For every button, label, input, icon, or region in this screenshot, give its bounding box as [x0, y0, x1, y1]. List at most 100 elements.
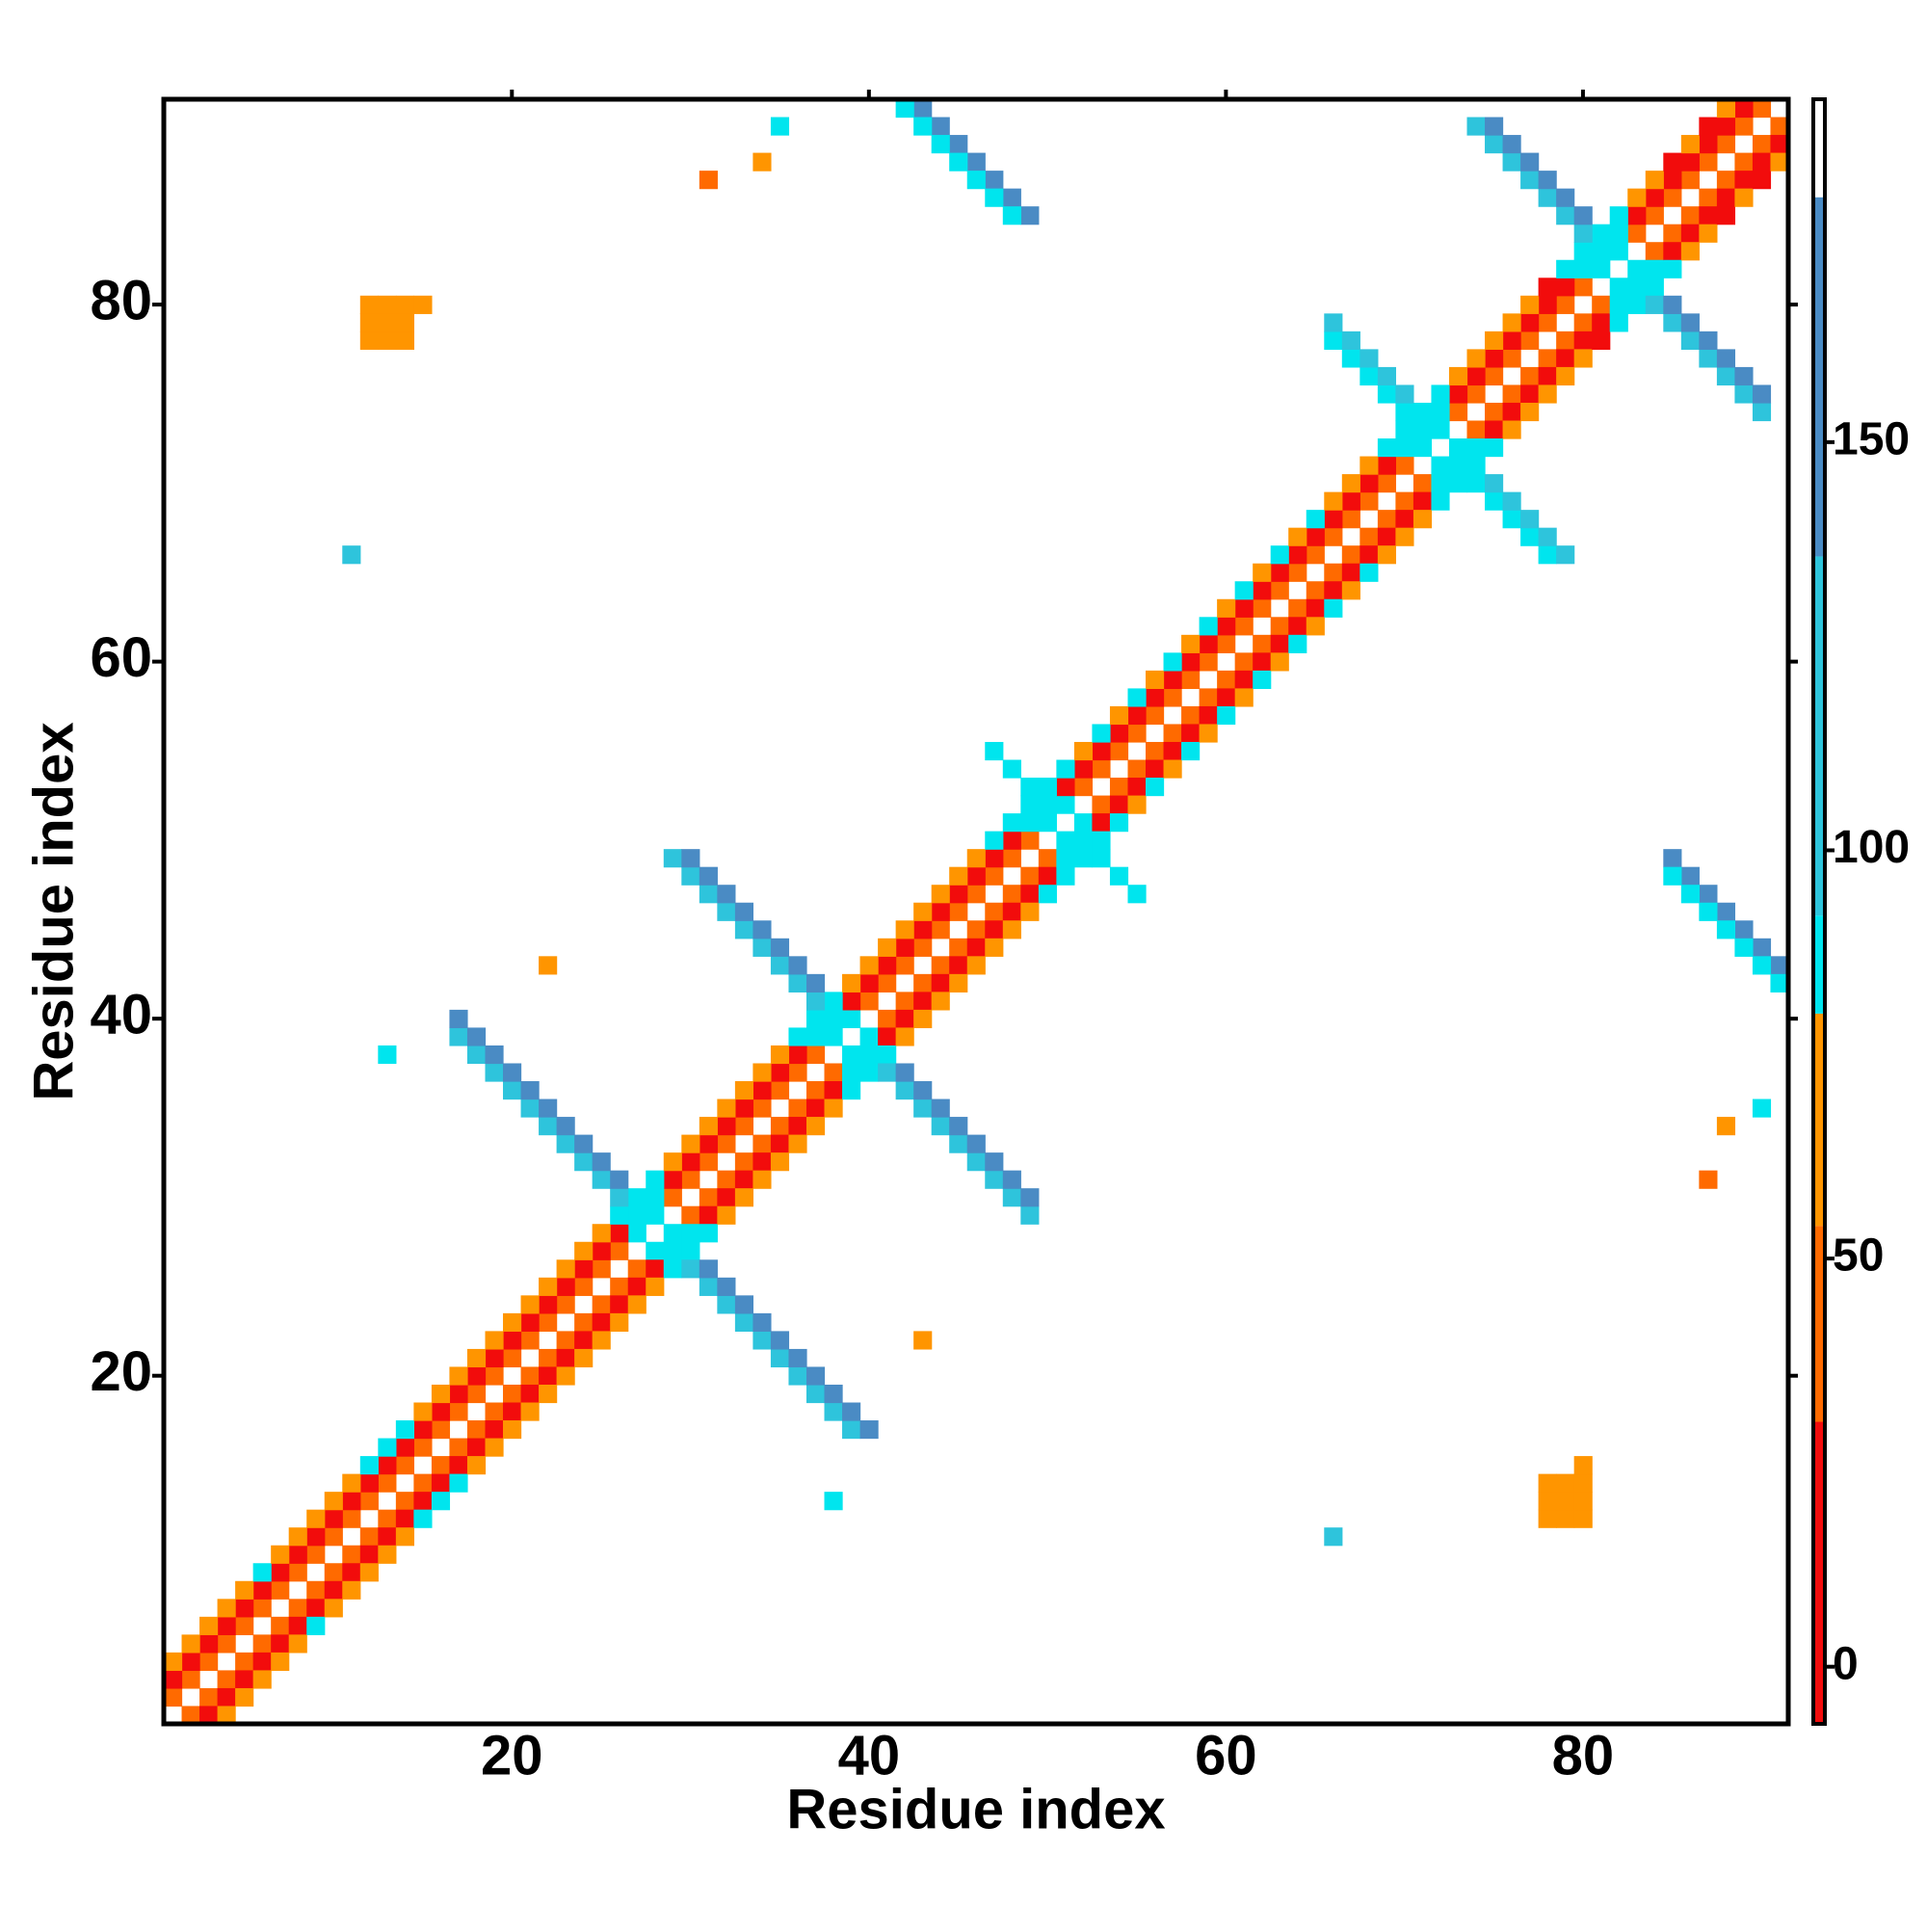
heatmap-cell [734, 1098, 754, 1118]
heatmap-cell [378, 1527, 397, 1547]
heatmap-cell [342, 1563, 361, 1582]
heatmap-cell [1752, 99, 1772, 119]
heatmap-cell [1181, 724, 1201, 743]
heatmap-cell [1217, 634, 1236, 653]
heatmap-cell [449, 1027, 468, 1046]
heatmap-cell [1038, 866, 1057, 886]
heatmap-cell [1234, 688, 1254, 707]
heatmap-cell [1556, 1509, 1575, 1528]
heatmap-cell [824, 1009, 843, 1029]
heatmap-cell [324, 1492, 343, 1511]
heatmap-cell [1609, 278, 1628, 297]
heatmap-cell [1146, 688, 1165, 707]
heatmap-cell [1520, 527, 1540, 546]
colorbar-bin [1813, 99, 1825, 198]
heatmap-cell [485, 1402, 504, 1421]
heatmap-cell [1146, 778, 1165, 797]
heatmap-cell [181, 1706, 200, 1725]
heatmap-cell [1270, 581, 1289, 600]
heatmap-cell [1377, 456, 1396, 475]
heatmap-cell [1645, 278, 1664, 297]
heatmap-cell [1609, 224, 1628, 243]
heatmap-cell [520, 1081, 540, 1100]
heatmap-cell [1680, 224, 1700, 243]
heatmap-cell [752, 1063, 772, 1082]
heatmap-cell [556, 1295, 575, 1314]
x-tick-label: 40 [838, 1724, 901, 1786]
heatmap-cell [913, 920, 933, 940]
heatmap-cell [931, 1117, 950, 1136]
heatmap-cell [1538, 527, 1557, 546]
heatmap-cell [1485, 438, 1504, 458]
heatmap-cell [878, 1063, 897, 1082]
heatmap-cell [539, 1277, 558, 1296]
heatmap-cell [1092, 831, 1111, 850]
heatmap-cell [859, 1420, 879, 1440]
heatmap-cell [1199, 634, 1218, 653]
heatmap-cell [610, 1277, 629, 1296]
heatmap-cell [1234, 598, 1254, 618]
heatmap-cell [1680, 152, 1700, 172]
x-tick-label: 20 [481, 1724, 543, 1786]
heatmap-cell [770, 1117, 790, 1136]
heatmap-cell [717, 1134, 736, 1153]
heatmap-cell [252, 1670, 272, 1689]
heatmap-cell [1217, 598, 1236, 618]
heatmap-cell [1752, 402, 1772, 422]
heatmap-cell [466, 1438, 487, 1457]
heatmap-cell [878, 1027, 897, 1046]
heatmap-cell [235, 1616, 254, 1635]
heatmap-cell [949, 973, 968, 992]
heatmap-cell [734, 920, 754, 940]
heatmap-cell [1217, 617, 1236, 636]
heatmap-cell [913, 1081, 933, 1100]
heatmap-cell [770, 1045, 790, 1065]
heatmap-cell [359, 1492, 379, 1511]
heatmap-cell [1092, 741, 1111, 761]
heatmap-cell [610, 1295, 629, 1314]
heatmap-cell [949, 956, 968, 975]
heatmap-cell [1770, 973, 1789, 992]
heatmap-cell [1699, 135, 1718, 154]
heatmap-cell [1502, 152, 1521, 172]
heatmap-cell [699, 1205, 718, 1225]
heatmap-cell [413, 1509, 433, 1528]
heatmap-cell [1038, 795, 1057, 814]
heatmap-cell [646, 1170, 665, 1189]
heatmap-cell [1752, 956, 1772, 975]
heatmap-cell [1520, 331, 1540, 350]
heatmap-cell [378, 1545, 397, 1564]
heatmap-cell [1163, 759, 1182, 779]
heatmap-cell [1038, 813, 1057, 833]
heatmap-cell [949, 1117, 968, 1136]
heatmap-cell [1217, 670, 1236, 690]
heatmap-cell [1324, 491, 1343, 511]
heatmap-cell [1752, 938, 1772, 957]
heatmap-cell [164, 1670, 183, 1689]
heatmap-cell [788, 1027, 807, 1046]
heatmap-cell [1627, 224, 1647, 243]
heatmap-cell [1663, 313, 1682, 332]
heatmap-cell [663, 1170, 682, 1189]
heatmap-cell [1609, 295, 1628, 314]
heatmap-cell [1109, 705, 1129, 726]
heatmap-cell [752, 938, 772, 957]
heatmap-cell [1699, 902, 1718, 921]
heatmap-cell [1163, 741, 1182, 761]
heatmap-cell [699, 885, 718, 904]
heatmap-cell [1485, 474, 1504, 493]
heatmap-cell [359, 331, 379, 350]
heatmap-cell [324, 1563, 343, 1582]
heatmap-cell [1485, 135, 1504, 154]
heatmap-cell [1181, 705, 1201, 726]
heatmap-cell [1073, 741, 1094, 761]
heatmap-cell [842, 973, 861, 992]
heatmap-cell [217, 1599, 236, 1618]
heatmap-cell [1556, 366, 1575, 386]
heatmap-cell [306, 1545, 326, 1564]
heatmap-cell [1163, 724, 1182, 743]
heatmap-cell [895, 1009, 914, 1029]
heatmap-cell [681, 849, 700, 868]
